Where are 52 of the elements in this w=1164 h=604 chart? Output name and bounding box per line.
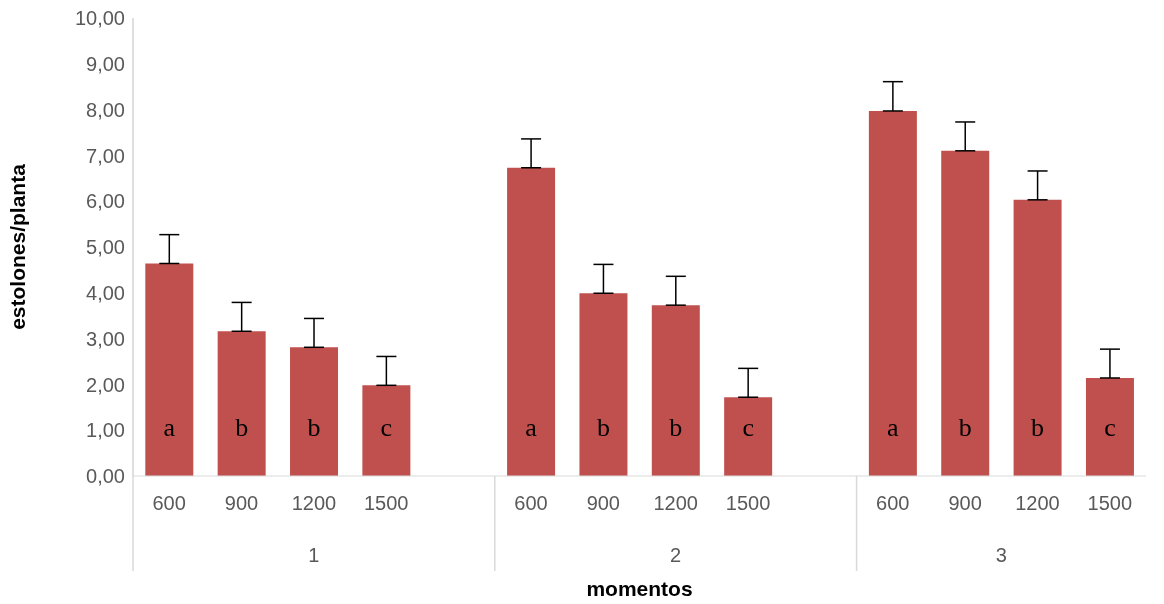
bar (290, 347, 339, 476)
bar (579, 293, 628, 476)
y-tick-label: 5,00 (86, 236, 125, 259)
x-tick-label: 1200 (1015, 492, 1060, 515)
data-label: b (669, 413, 683, 442)
y-tick-label: 1,00 (86, 419, 125, 442)
bar (724, 397, 773, 476)
y-tick-label: 8,00 (86, 98, 125, 121)
x-tick-label: 1500 (1087, 492, 1133, 515)
y-tick-label: 6,00 (86, 190, 125, 213)
bar (507, 167, 556, 476)
text: 1 (308, 544, 320, 566)
x-tick-label: 600 (152, 492, 186, 515)
text: 3 (995, 544, 1007, 566)
data-label: b (235, 413, 249, 442)
bar (362, 385, 411, 476)
data-label: a (887, 413, 900, 442)
x-tick-label: 1500 (364, 492, 409, 515)
x-tick-label: 600 (514, 492, 548, 515)
x-tick-label: 1200 (291, 492, 337, 515)
data-label: b (958, 413, 972, 442)
y-tick-label: 7,00 (86, 144, 125, 167)
data-label: b (307, 413, 321, 442)
x-axis-title: momentos (586, 577, 693, 600)
y-axis-title: estolones/planta (6, 163, 30, 330)
bar (941, 150, 990, 476)
bar (1013, 199, 1062, 476)
y-tick-label: 0,00 (86, 465, 125, 488)
data-label: b (596, 413, 610, 442)
bar (651, 305, 700, 476)
x-tick-label: 900 (224, 492, 259, 515)
y-tick-label: 4,00 (86, 281, 125, 304)
bar (145, 263, 194, 476)
bar (1085, 377, 1134, 476)
x-tick-label: 1500 (725, 492, 771, 515)
data-label: c (742, 413, 754, 442)
data-label: a (163, 413, 176, 442)
y-tick-label: 3,00 (86, 327, 125, 350)
bar (868, 110, 917, 476)
data-label: c (380, 413, 393, 442)
bar (217, 331, 266, 476)
y-tick-label: 2,00 (86, 373, 125, 396)
data-label: c (1104, 413, 1116, 442)
x-tick-label: 1200 (653, 492, 698, 515)
text: 2 (670, 544, 682, 566)
data-label: a (525, 413, 538, 442)
x-tick-label: 600 (876, 492, 910, 515)
x-tick-label: 900 (586, 492, 621, 515)
data-label: b (1031, 413, 1045, 442)
y-tick-label: 10,00 (74, 7, 125, 30)
y-tick-label: 9,00 (86, 52, 125, 75)
x-tick-label: 900 (948, 492, 982, 515)
